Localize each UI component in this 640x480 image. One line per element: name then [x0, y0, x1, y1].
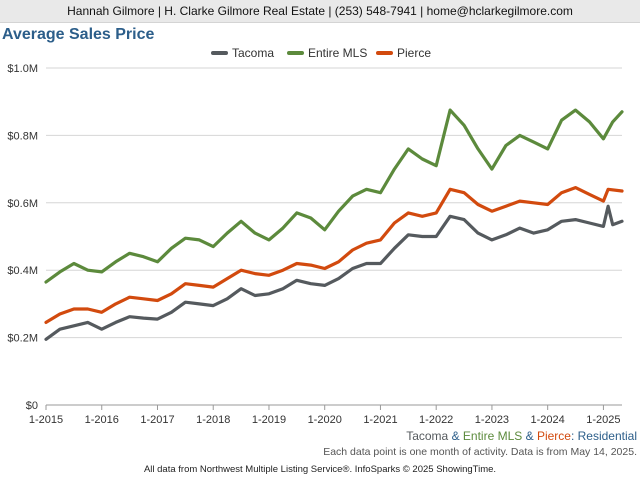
- y-tick-label: $0.6M: [7, 198, 38, 210]
- contact-line: Hannah Gilmore | H. Clarke Gilmore Real …: [67, 4, 573, 18]
- series-line-tacoma: [44, 204, 624, 341]
- y-tick-label: $1.0M: [7, 63, 38, 75]
- x-tick-label: 1-2015: [29, 414, 63, 426]
- x-tick-label: 1-2025: [586, 414, 620, 426]
- legend-label: Pierce: [397, 46, 431, 60]
- subtitle-part: &: [522, 429, 537, 443]
- series-line-pierce: [44, 186, 624, 324]
- x-tick-label: 1-2022: [419, 414, 453, 426]
- x-tick-label: 1-2021: [363, 414, 397, 426]
- x-tick-label: 1-2017: [140, 414, 174, 426]
- subtitle-part: Entire MLS: [462, 429, 523, 443]
- y-tick-label: $0.4M: [7, 265, 38, 277]
- legend-label: Entire MLS: [308, 46, 367, 60]
- y-tick-label: $0: [26, 400, 38, 412]
- subtitle-part: : Residential: [570, 429, 637, 443]
- subtitle-part: Tacoma: [406, 429, 449, 443]
- header-bar: [0, 0, 640, 23]
- subtitle-part: Pierce: [536, 429, 571, 443]
- data-source: All data from Northwest Multiple Listing…: [143, 464, 497, 475]
- subtitle-part: &: [448, 429, 463, 443]
- legend-label: Tacoma: [232, 46, 274, 60]
- x-tick-label: 1-2018: [196, 414, 230, 426]
- y-tick-label: $0.8M: [7, 130, 38, 142]
- series-line-entire-mls: [44, 108, 624, 284]
- x-tick-label: 1-2024: [531, 414, 565, 426]
- chart-subtitle: Tacoma & Entire MLS & Pierce: Residentia…: [406, 429, 637, 443]
- y-tick-label: $0.2M: [7, 333, 38, 345]
- data-note: Each data point is one month of activity…: [323, 446, 637, 458]
- x-tick-label: 1-2023: [475, 414, 509, 426]
- chart-title: Average Sales Price: [2, 26, 155, 43]
- x-tick-label: 1-2016: [85, 414, 119, 426]
- x-tick-label: 1-2020: [308, 414, 342, 426]
- x-tick-label: 1-2019: [252, 414, 286, 426]
